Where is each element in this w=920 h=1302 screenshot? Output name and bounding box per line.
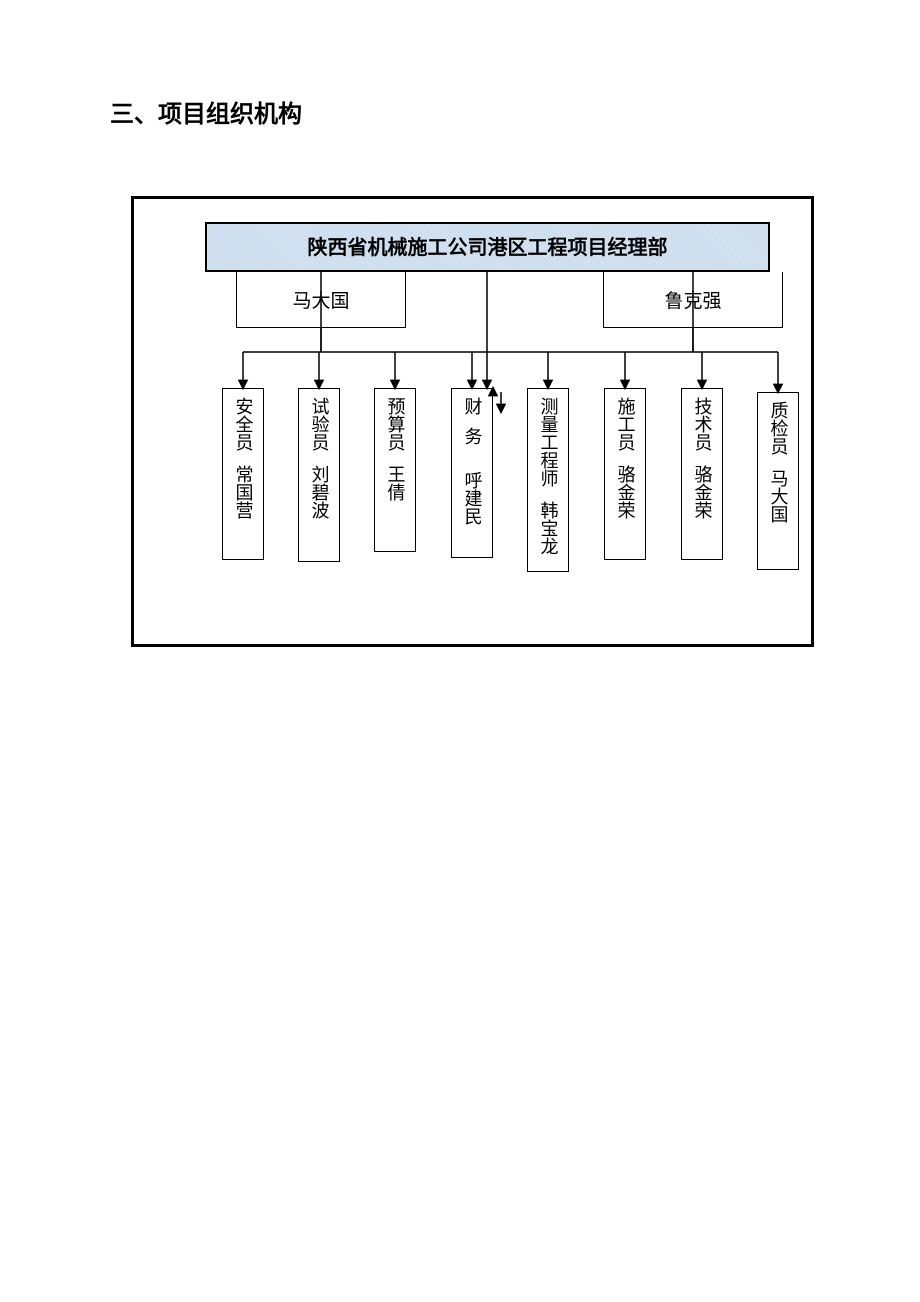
leaf-l8-person: 马大国 [769,469,788,523]
leaf-l6: 施工员 骆金荣 [604,388,646,560]
leaf-l2-person: 刘碧波 [310,465,329,519]
leaf-l3-person: 王倩 [386,465,405,501]
page: 三、项目组织机构 陕西省机械施工公司港区工程项目经理部 马大国 鲁克强 安全员 … [0,0,920,1302]
leaf-l1: 安全员 常国营 [222,388,264,560]
leaf-l1-role: 安全员 [234,397,253,451]
leaf-l4-role: 财务 [463,397,482,457]
leaf-l5-role: 测量工程师 [539,397,558,487]
leaf-l3-role: 预算员 [386,397,405,451]
section-heading: 三、项目组织机构 [110,94,302,129]
mid-box-right-label: 鲁克强 [664,291,721,312]
leaf-l5-person: 韩宝龙 [539,501,558,555]
leaf-l5: 测量工程师 韩宝龙 [527,388,569,572]
leaf-l8: 质检员 马大国 [757,392,799,570]
leaf-l4: 财务 呼建民 [451,388,493,558]
leaf-l2: 试验员 刘碧波 [298,388,340,562]
leaf-l7: 技术员 骆金荣 [681,388,723,560]
leaf-l1-person: 常国营 [234,465,253,519]
leaf-l7-role: 技术员 [693,397,712,451]
leaf-l4-person: 呼建民 [463,471,482,525]
leaf-l6-role: 施工员 [616,397,635,451]
mid-box-left: 马大国 [236,272,406,328]
mid-box-left-label: 马大国 [292,291,349,312]
leaf-l8-role: 质检员 [769,401,788,455]
leaf-l3: 预算员 王倩 [374,388,416,552]
org-title-label: 陕西省机械施工公司港区工程项目经理部 [308,237,668,259]
leaf-l2-role: 试验员 [310,397,329,451]
org-title-box: 陕西省机械施工公司港区工程项目经理部 [205,222,770,272]
mid-box-right: 鲁克强 [603,272,783,328]
leaf-l6-person: 骆金荣 [616,465,635,519]
leaf-l7-person: 骆金荣 [693,465,712,519]
